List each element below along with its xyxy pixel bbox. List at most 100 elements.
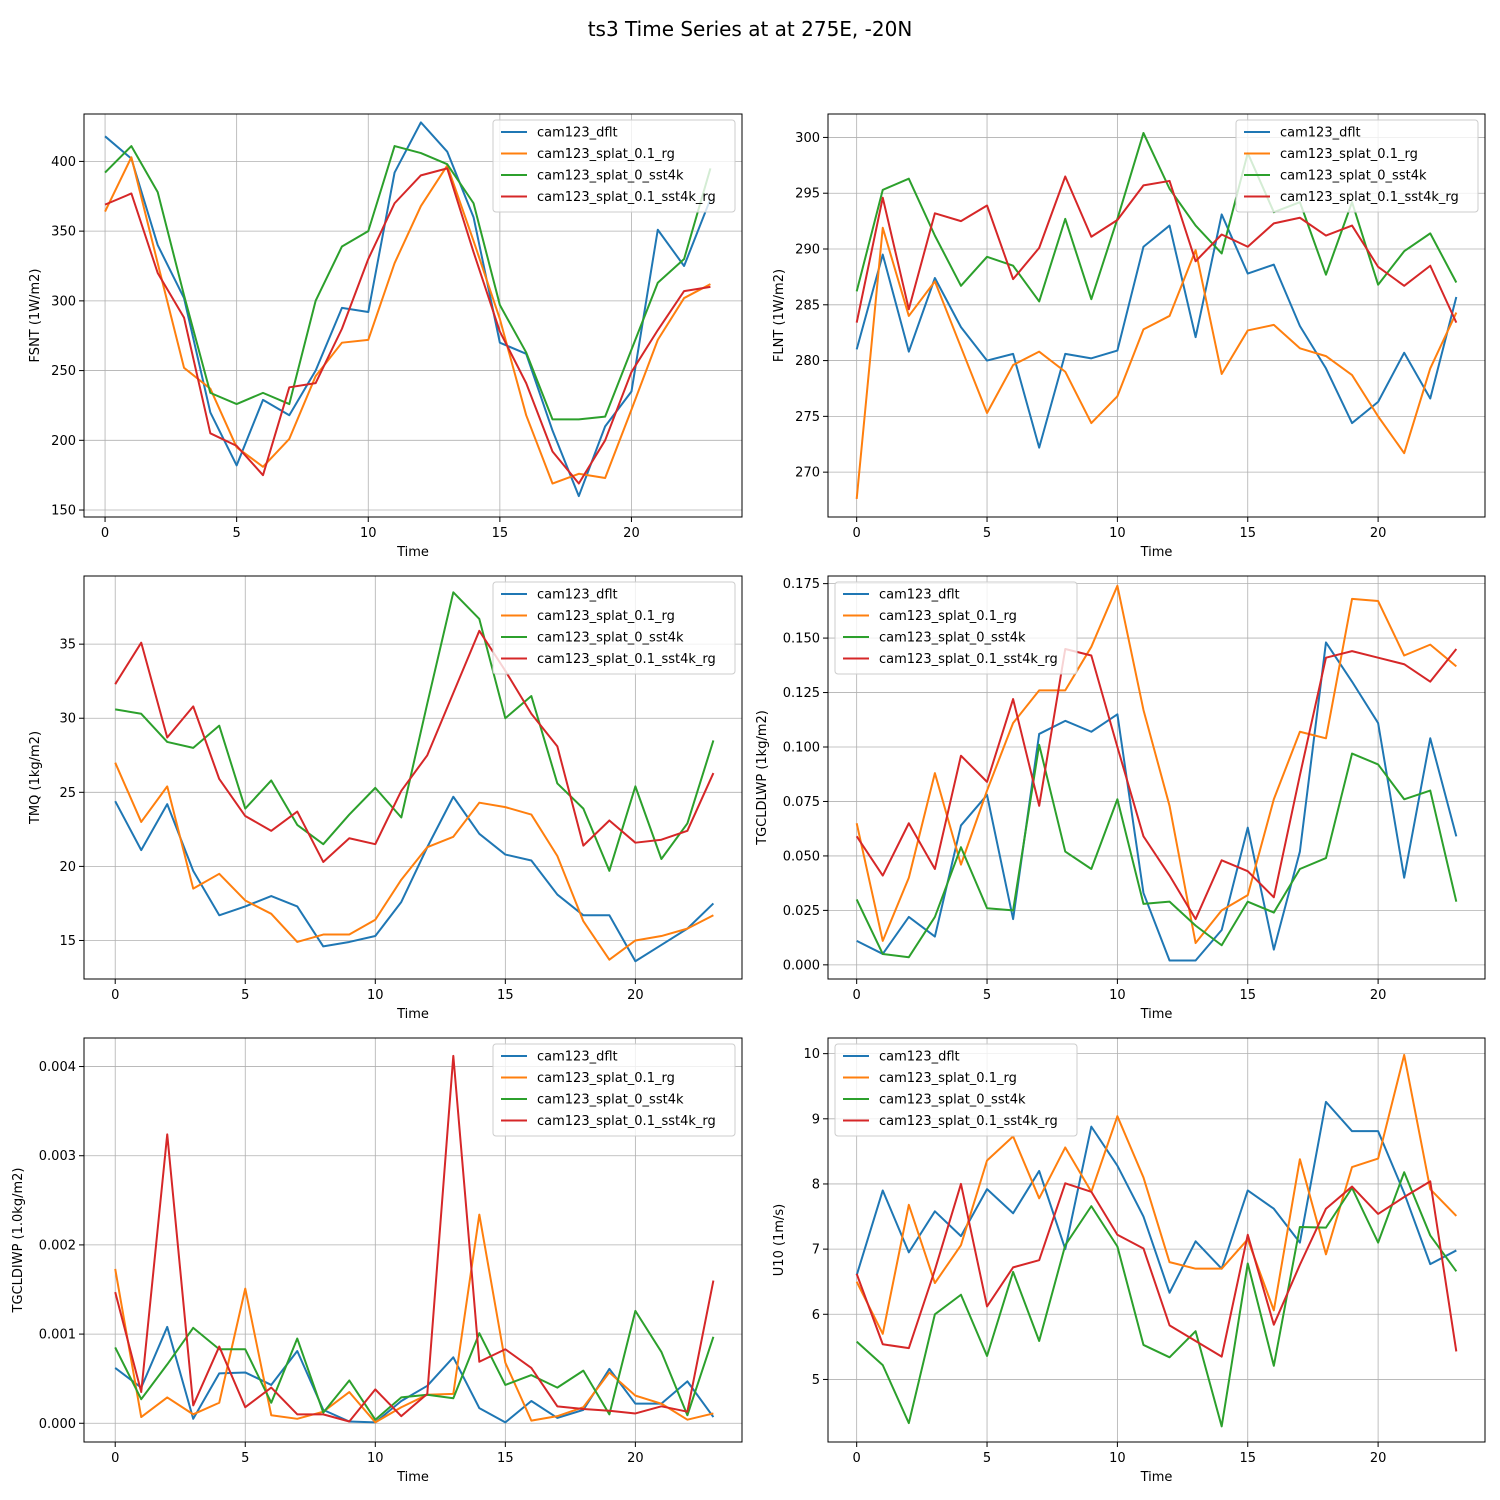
series-line-cam123_dflt xyxy=(114,795,715,963)
y-axis-label: FLNT (1W/m2) xyxy=(772,269,787,362)
x-tick-label: 5 xyxy=(983,988,991,1003)
series-line-cam123_splat_0.1_rg xyxy=(104,156,711,485)
y-tick-label: 270 xyxy=(795,466,820,481)
legend-entry: cam123_dflt xyxy=(879,1050,960,1065)
y-tick-label: 150 xyxy=(51,504,76,519)
legend-entry: cam123_splat_0.1_rg xyxy=(879,1071,1017,1086)
legend-entry: cam123_splat_0.1_rg xyxy=(1280,147,1418,162)
axes-frame xyxy=(83,1037,743,1443)
legend-entry: cam123_splat_0_sst4k xyxy=(879,1093,1026,1108)
series-line-cam123_splat_0.1_rg xyxy=(855,226,1458,500)
series-line-cam123_dflt xyxy=(855,1100,1457,1294)
x-tick-label: 5 xyxy=(983,526,991,541)
x-tick-label: 0 xyxy=(101,526,109,541)
x-tick-label: 20 xyxy=(627,988,644,1003)
y-tick-label: 0.125 xyxy=(783,686,820,701)
legend-box xyxy=(834,581,1078,675)
legend-entry: cam123_dflt xyxy=(537,588,618,603)
legend-entry: cam123_splat_0.1_sst4k_rg xyxy=(537,190,716,205)
x-tick-label: 5 xyxy=(983,1451,991,1466)
x-tick-label: 15 xyxy=(1239,1451,1256,1466)
x-tick-label: 10 xyxy=(360,526,377,541)
y-axis-label: U10 (1m/s) xyxy=(772,1204,787,1276)
x-axis-label: Time xyxy=(396,1470,429,1485)
x-tick-label: 0 xyxy=(853,988,861,1003)
legend-entry: cam123_splat_0.1_rg xyxy=(537,1071,675,1086)
x-axis-label: Time xyxy=(1140,1007,1173,1022)
y-axis-label: FSNT (1W/m2) xyxy=(28,269,43,363)
series-line-cam123_splat_0.1_sst4k_rg xyxy=(855,1180,1458,1358)
y-tick-label: 15 xyxy=(59,934,76,949)
y-tick-label: 5 xyxy=(812,1373,820,1388)
y-tick-label: 290 xyxy=(795,243,820,258)
y-tick-label: 250 xyxy=(51,364,76,379)
legend-entry: cam123_splat_0.1_sst4k_rg xyxy=(1280,190,1459,205)
legend-box xyxy=(1235,119,1479,213)
axes-frame xyxy=(827,575,1486,980)
series-line-cam123_splat_0.1_rg xyxy=(855,584,1457,945)
x-tick-label: 20 xyxy=(1370,988,1387,1003)
axes-frame xyxy=(827,113,1486,518)
y-tick-label: 35 xyxy=(59,638,76,653)
x-tick-label: 5 xyxy=(241,988,249,1003)
legend-entry: cam123_splat_0.1_rg xyxy=(879,609,1017,624)
legend: cam123_dflt cam123_splat_0.1_rg cam123_spl… xyxy=(492,581,736,675)
legend-entry: cam123_splat_0_sst4k xyxy=(879,631,1026,646)
x-tick-label: 0 xyxy=(111,1451,119,1466)
y-tick-label: 300 xyxy=(795,131,820,146)
series-line-cam123_splat_0_sst4k xyxy=(114,1309,715,1421)
series-line-cam123_dflt xyxy=(856,641,1458,962)
series-line-cam123_dflt xyxy=(114,1325,715,1424)
subplot-4: 0 5 10 15 20 0.000 0.025 0.050 0.075 0.100 0.125 0.… xyxy=(755,575,1486,1022)
x-tick-label: 20 xyxy=(627,1451,644,1466)
legend-entry: cam123_splat_0_sst4k xyxy=(537,631,684,646)
y-tick-label: 400 xyxy=(51,155,76,170)
legend: cam123_dflt cam123_splat_0.1_rg cam123_spl… xyxy=(834,581,1078,675)
series-line-cam123_splat_0.1_sst4k_rg xyxy=(855,647,1458,921)
x-tick-label: 15 xyxy=(1239,988,1256,1003)
axes-frame xyxy=(83,575,743,980)
legend-box xyxy=(492,1043,736,1137)
x-tick-label: 0 xyxy=(853,1451,861,1466)
y-tick-label: 20 xyxy=(59,860,76,875)
x-tick-label: 10 xyxy=(367,988,384,1003)
subplot-2: 0 5 10 15 20 270 275 280 285 290 295 300 Time FLNT (1… xyxy=(772,113,1486,560)
x-tick-label: 20 xyxy=(623,526,640,541)
legend-entry: cam123_dflt xyxy=(879,588,960,603)
legend: cam123_dflt cam123_splat_0.1_rg cam123_spl… xyxy=(492,119,736,213)
x-tick-label: 20 xyxy=(1370,526,1387,541)
x-axis-label: Time xyxy=(1140,545,1173,560)
y-tick-label: 285 xyxy=(795,298,820,313)
x-axis-label: Time xyxy=(1140,1470,1173,1485)
x-axis-label: Time xyxy=(396,1007,429,1022)
y-axis-label: TGCLDLWP (1kg/m2) xyxy=(755,710,770,846)
series-line-cam123_splat_0.1_rg xyxy=(114,1213,714,1424)
series-line-cam123_splat_0_sst4k xyxy=(115,591,715,872)
y-tick-label: 295 xyxy=(795,187,820,202)
legend-entry: cam123_splat_0_sst4k xyxy=(537,1093,684,1108)
y-tick-label: 25 xyxy=(59,786,76,801)
y-tick-label: 0.175 xyxy=(783,577,820,592)
legend-entry: cam123_splat_0.1_sst4k_rg xyxy=(879,1114,1058,1129)
x-tick-label: 15 xyxy=(497,1451,514,1466)
figure-title: ts3 Time Series at at 275E, -20N xyxy=(588,17,913,41)
y-tick-label: 0.050 xyxy=(783,849,820,864)
legend-entry: cam123_splat_0.1_sst4k_rg xyxy=(879,652,1058,667)
y-tick-label: 30 xyxy=(59,712,76,727)
y-tick-label: 8 xyxy=(812,1177,820,1192)
y-tick-label: 0.100 xyxy=(783,741,820,756)
legend-entry: cam123_dflt xyxy=(537,126,618,141)
y-tick-label: 0.004 xyxy=(39,1060,76,1075)
y-tick-label: 0.001 xyxy=(39,1328,76,1343)
series-line-cam123_splat_0.1_sst4k_rg xyxy=(104,167,711,485)
x-tick-label: 15 xyxy=(492,526,509,541)
legend-entry: cam123_splat_0.1_rg xyxy=(537,147,675,162)
y-tick-label: 300 xyxy=(51,294,76,309)
series-line-cam123_splat_0.1_sst4k_rg xyxy=(114,1054,715,1423)
y-tick-label: 280 xyxy=(795,354,820,369)
series-line-cam123_splat_0.1_rg xyxy=(114,762,714,961)
legend-box xyxy=(834,1043,1078,1137)
y-tick-label: 350 xyxy=(51,225,76,240)
y-axis-label: TMQ (1kg/m2) xyxy=(28,731,43,825)
